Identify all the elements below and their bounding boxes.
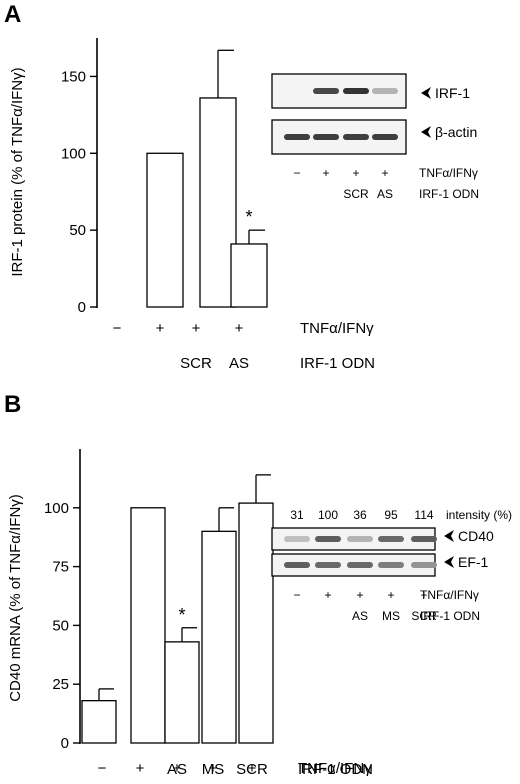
bar [199, 97, 237, 308]
blot-band [372, 134, 398, 140]
bar [146, 152, 184, 308]
band-label: β-actin [435, 124, 477, 140]
inset-row-label-treatment: TNFα/IFNγ [419, 166, 478, 180]
blot-band [347, 562, 373, 568]
significance-marker: * [178, 605, 185, 625]
lane-odn: AS [377, 187, 393, 201]
inset-row-label-odn: IRF-1 ODN [419, 187, 479, 201]
y-tick-label: 150 [61, 68, 86, 85]
row-label-treatment: TNFα/IFNγ [298, 760, 372, 777]
panel-letter: B [4, 391, 21, 418]
lane-odn: MS [382, 609, 400, 623]
significance-marker: * [245, 207, 252, 227]
lane-treatment: + [387, 588, 394, 602]
intensity-value: 100 [318, 508, 338, 522]
condition-treatment: + [235, 320, 244, 337]
band-label: IRF-1 [435, 85, 470, 101]
lane-treatment: + [352, 166, 359, 180]
condition-treatment: + [173, 760, 182, 777]
bar [230, 243, 268, 308]
band-label: CD40 [458, 528, 494, 544]
lane-treatment: + [356, 588, 363, 602]
blot-band [343, 134, 369, 140]
lane-odn: SCR [411, 609, 437, 623]
panel-letter: A [4, 1, 21, 28]
y-axis-label: IRF-1 protein (% of TNFα/IFNγ) [9, 67, 26, 276]
condition-treatment: + [136, 760, 145, 777]
condition-treatment: + [248, 760, 257, 777]
y-tick-label: 50 [52, 617, 69, 634]
bar [201, 530, 237, 744]
intensity-value: 95 [384, 508, 398, 522]
blot-band [378, 536, 404, 542]
row-label-treatment: TNFα/IFNγ [300, 320, 374, 337]
y-tick-label: 50 [69, 222, 86, 239]
blot-band [372, 88, 398, 94]
blot-band [315, 536, 341, 542]
condition-odn: SCR [180, 355, 212, 372]
condition-treatment: − [98, 760, 107, 777]
intensity-value: 31 [290, 508, 304, 522]
lane-treatment: + [322, 166, 329, 180]
intensity-value: 36 [353, 508, 367, 522]
lane-odn: SCR [343, 187, 369, 201]
blot-band [411, 562, 437, 568]
blot-band [315, 562, 341, 568]
lane-treatment: + [324, 588, 331, 602]
condition-treatment: − [113, 320, 122, 337]
inset-row-label-treatment: TNFα/IFNγ [420, 588, 479, 602]
lane-treatment: − [293, 166, 300, 180]
lane-odn: AS [352, 609, 368, 623]
band-arrow-icon [444, 556, 454, 568]
blot-band [284, 536, 310, 542]
blot-band [411, 536, 437, 542]
lane-treatment: + [381, 166, 388, 180]
band-label: EF-1 [458, 554, 489, 570]
inset-row-label-odn: IRF-1 ODN [420, 609, 480, 623]
row-label-odn: IRF-1 ODN [298, 761, 373, 778]
y-tick-label: 100 [61, 145, 86, 162]
band-arrow-icon [421, 87, 431, 99]
condition-treatment: + [192, 320, 201, 337]
blot-band [347, 536, 373, 542]
bar [164, 641, 200, 744]
condition-odn: AS [229, 355, 249, 372]
y-tick-label: 0 [78, 299, 86, 316]
y-axis-label: CD40 mRNA (% of TNFα/IFNγ) [7, 494, 24, 702]
lane-treatment: − [293, 588, 300, 602]
blot-band [313, 134, 339, 140]
y-tick-label: 75 [52, 559, 69, 576]
blot-band [284, 562, 310, 568]
bar [238, 502, 274, 744]
intensity-label: intensity (%) [446, 508, 512, 522]
y-tick-label: 0 [61, 735, 69, 752]
band-arrow-icon [421, 126, 431, 138]
blot-band [343, 88, 369, 94]
bar [81, 700, 117, 744]
condition-treatment: + [156, 320, 165, 337]
intensity-value: 114 [414, 508, 433, 522]
blot-band [313, 88, 339, 94]
y-tick-label: 25 [52, 676, 69, 693]
condition-treatment: + [209, 760, 218, 777]
blot-band [378, 562, 404, 568]
blot-band [284, 134, 310, 140]
y-tick-label: 100 [44, 500, 69, 517]
condition-odn: AS [167, 761, 187, 778]
lane-treatment: + [420, 588, 427, 602]
bar [130, 507, 166, 744]
condition-odn: SCR [236, 761, 268, 778]
band-arrow-icon [444, 530, 454, 542]
condition-odn: MS [202, 761, 225, 778]
row-label-odn: IRF-1 ODN [300, 355, 375, 372]
